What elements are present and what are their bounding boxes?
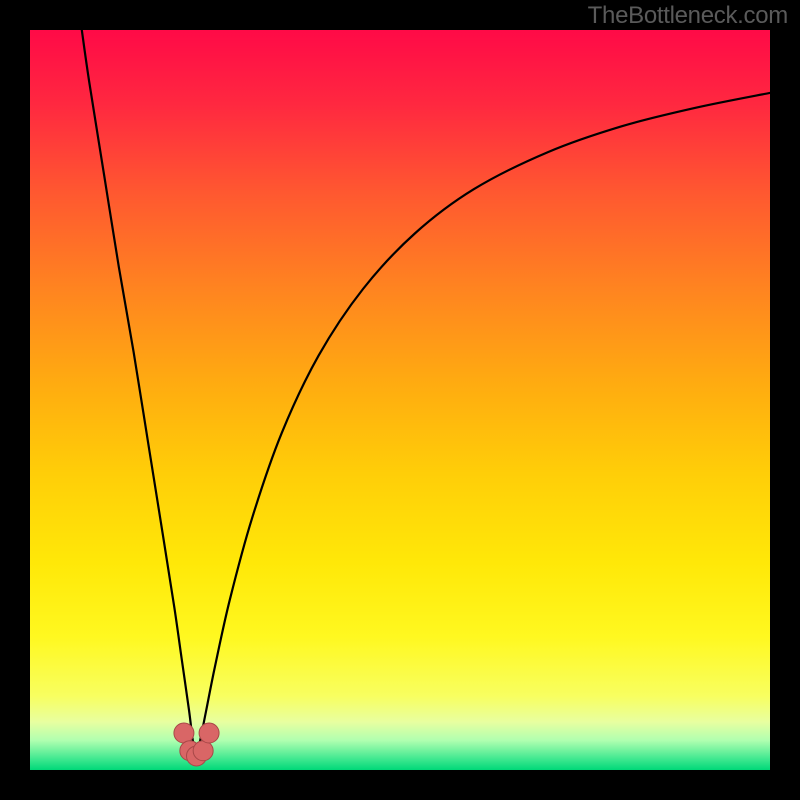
curve-marker xyxy=(174,723,194,743)
chart-container: TheBottleneck.com xyxy=(0,0,800,800)
bottleneck-curve-chart xyxy=(0,0,800,800)
watermark-text: TheBottleneck.com xyxy=(588,2,788,30)
curve-marker xyxy=(193,741,213,761)
curve-marker xyxy=(199,723,219,743)
